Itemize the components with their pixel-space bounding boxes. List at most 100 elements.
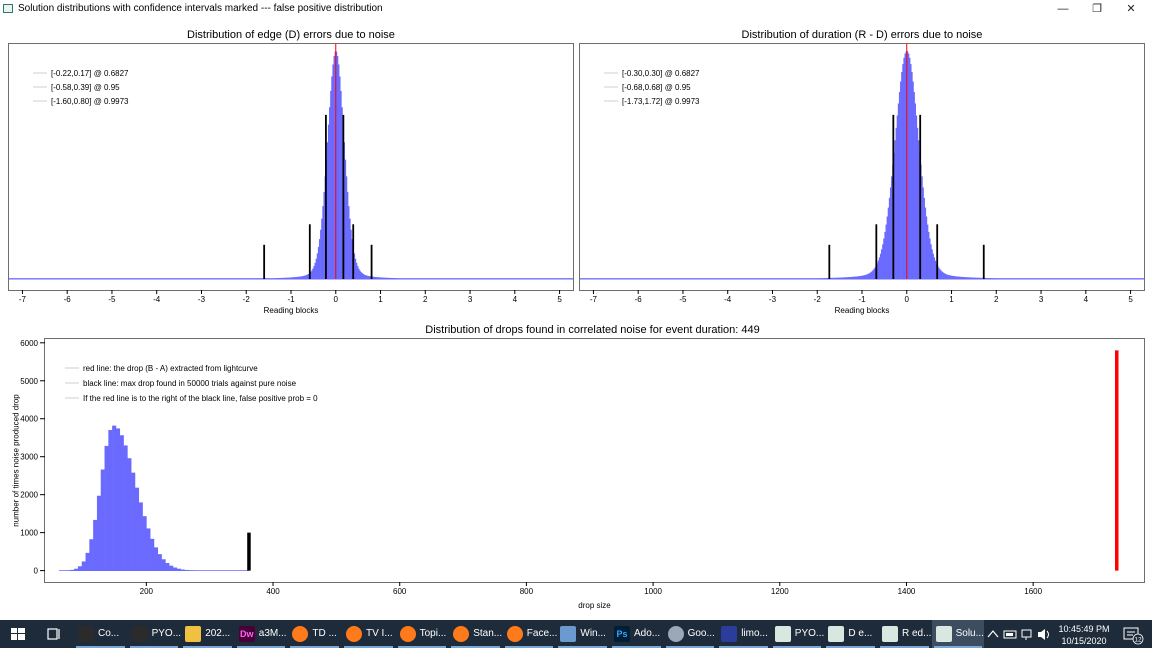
terminal-icon xyxy=(78,626,94,642)
window-title: Solution distributions with confidence i… xyxy=(18,3,383,14)
system-tray[interactable] xyxy=(984,620,1060,648)
histogram-bar xyxy=(135,488,139,571)
x-tick-label: -7 xyxy=(19,295,27,304)
histogram-bar xyxy=(86,553,90,571)
taskbar-app-label: TV I... xyxy=(366,628,393,639)
legend-entry: [-1.73,1.72] @ 0.9973 xyxy=(622,97,700,106)
taskbar-app-button[interactable]: 202... xyxy=(181,620,234,648)
histogram-bar xyxy=(101,470,105,571)
duration-plot-x-label: Reading blocks xyxy=(579,306,1145,315)
windows-logo-icon xyxy=(0,620,36,648)
taskbar-app-button[interactable]: Stan... xyxy=(449,620,502,648)
drops-plot-x-label: drop size xyxy=(44,601,1145,610)
taskbar-app-label: Co... xyxy=(98,628,119,639)
taskbar-app-button[interactable]: Win... xyxy=(556,620,609,648)
x-tick-label: 2 xyxy=(423,295,428,304)
y-tick-label: 5000 xyxy=(20,377,38,386)
histogram-bar xyxy=(112,426,116,571)
x-tick-label: 5 xyxy=(1128,295,1133,304)
taskbar-app-label: 202... xyxy=(205,628,230,639)
x-tick-label: -3 xyxy=(769,295,777,304)
clock[interactable]: 10:45:49 PM 10/15/2020 xyxy=(1056,623,1112,647)
x-tick-label: 3 xyxy=(1039,295,1044,304)
taskbar-app-button[interactable]: TD ... xyxy=(288,620,341,648)
window-title-bar[interactable]: Solution distributions with confidence i… xyxy=(0,0,1152,18)
taskbar-app-button[interactable]: R ed... xyxy=(878,620,931,648)
histogram-bar xyxy=(150,539,154,571)
histogram-bar xyxy=(131,473,135,571)
taskbar-app-label: D e... xyxy=(848,628,872,639)
firefox-icon xyxy=(453,626,469,642)
taskbar-app-button[interactable]: TV I... xyxy=(342,620,395,648)
taskbar-app-label: Stan... xyxy=(473,628,502,639)
drops-plot-y-label: number of times noise produced drop xyxy=(12,376,21,546)
python-window-icon xyxy=(828,626,844,642)
x-tick-label: 0 xyxy=(905,295,910,304)
x-tick-label: 1000 xyxy=(644,587,662,596)
legend-entry: red line: the drop (B - A) extracted fro… xyxy=(83,364,258,373)
x-tick-label: -6 xyxy=(635,295,643,304)
firefox-icon xyxy=(400,626,416,642)
legend-entry: [-0.30,0.30] @ 0.6827 xyxy=(622,69,700,78)
taskbar-app-button[interactable]: Topi... xyxy=(396,620,449,648)
legend-entry: [-0.22,0.17] @ 0.6827 xyxy=(51,69,129,78)
histogram-bar xyxy=(124,445,128,570)
volume-icon xyxy=(1038,629,1049,640)
x-tick-label: 1600 xyxy=(1024,587,1042,596)
x-tick-label: -2 xyxy=(243,295,251,304)
python-window-icon xyxy=(775,626,791,642)
close-button[interactable]: ✕ xyxy=(1114,0,1148,18)
taskbar-app-button[interactable]: PYO... xyxy=(771,620,824,648)
star-app-icon xyxy=(721,626,737,642)
x-tick-label: -4 xyxy=(153,295,161,304)
duration-plot-panel[interactable]: [-0.30,0.30] @ 0.6827 [-0.68,0.68] @ 0.95… xyxy=(579,43,1145,291)
drops-plot-title: Distribution of drops found in correlate… xyxy=(40,324,1145,336)
x-tick-label: -4 xyxy=(724,295,732,304)
x-tick-label: 600 xyxy=(393,587,407,596)
edge-plot-x-label: Reading blocks xyxy=(8,306,574,315)
taskbar-app-button[interactable]: Co... xyxy=(74,620,127,648)
histogram-bar xyxy=(97,496,101,571)
python-window-icon xyxy=(882,626,898,642)
battery-icon xyxy=(1004,631,1016,638)
histogram-bar xyxy=(162,559,166,570)
terminal-icon xyxy=(132,626,148,642)
y-tick-label: 1000 xyxy=(20,529,38,538)
x-tick-label: 1200 xyxy=(771,587,789,596)
x-tick-label: 400 xyxy=(266,587,280,596)
histogram-bar xyxy=(154,547,158,570)
notifications-button[interactable]: 12 xyxy=(1118,620,1148,648)
task-view-button[interactable] xyxy=(38,620,70,648)
histogram-bar xyxy=(165,563,169,571)
edge-plot-panel[interactable]: [-0.22,0.17] @ 0.6827[-0.58,0.39] @ 0.95… xyxy=(8,43,574,291)
drops-plot-panel[interactable]: red line: the drop (B - A) extracted fro… xyxy=(44,338,1145,583)
x-tick-label: -1 xyxy=(858,295,866,304)
taskbar-app-label: Solu... xyxy=(956,628,984,639)
taskbar-app-button[interactable]: D e... xyxy=(824,620,877,648)
taskbar-app-button[interactable]: limo... xyxy=(717,620,770,648)
clock-time: 10:45:49 PM xyxy=(1056,623,1112,635)
histogram-bar xyxy=(169,566,173,571)
taskbar-app-button[interactable]: Goo... xyxy=(664,620,717,648)
x-tick-label: 4 xyxy=(513,295,518,304)
y-tick-label: 4000 xyxy=(20,415,38,424)
taskbar-app-label: PYO... xyxy=(152,628,181,639)
y-tick-label: 3000 xyxy=(20,453,38,462)
taskbar-app-label: Topi... xyxy=(420,628,447,639)
notification-icon: 12 xyxy=(1118,620,1148,648)
taskbar-app-button[interactable]: Face... xyxy=(503,620,556,648)
app-window-icon xyxy=(3,4,13,13)
start-button[interactable] xyxy=(0,620,36,648)
python-window-icon xyxy=(936,626,952,642)
legend-entry: [-0.68,0.68] @ 0.95 xyxy=(622,83,691,92)
taskbar-app-label: R ed... xyxy=(902,628,931,639)
maximize-button[interactable]: ❐ xyxy=(1080,0,1114,18)
taskbar-app-label: TD ... xyxy=(312,628,336,639)
minimize-button[interactable]: — xyxy=(1046,0,1080,18)
taskbar-app-button[interactable]: PYO... xyxy=(128,620,181,648)
taskbar-app-button[interactable]: Solu... xyxy=(932,620,985,648)
taskbar-app-label: Goo... xyxy=(688,628,715,639)
